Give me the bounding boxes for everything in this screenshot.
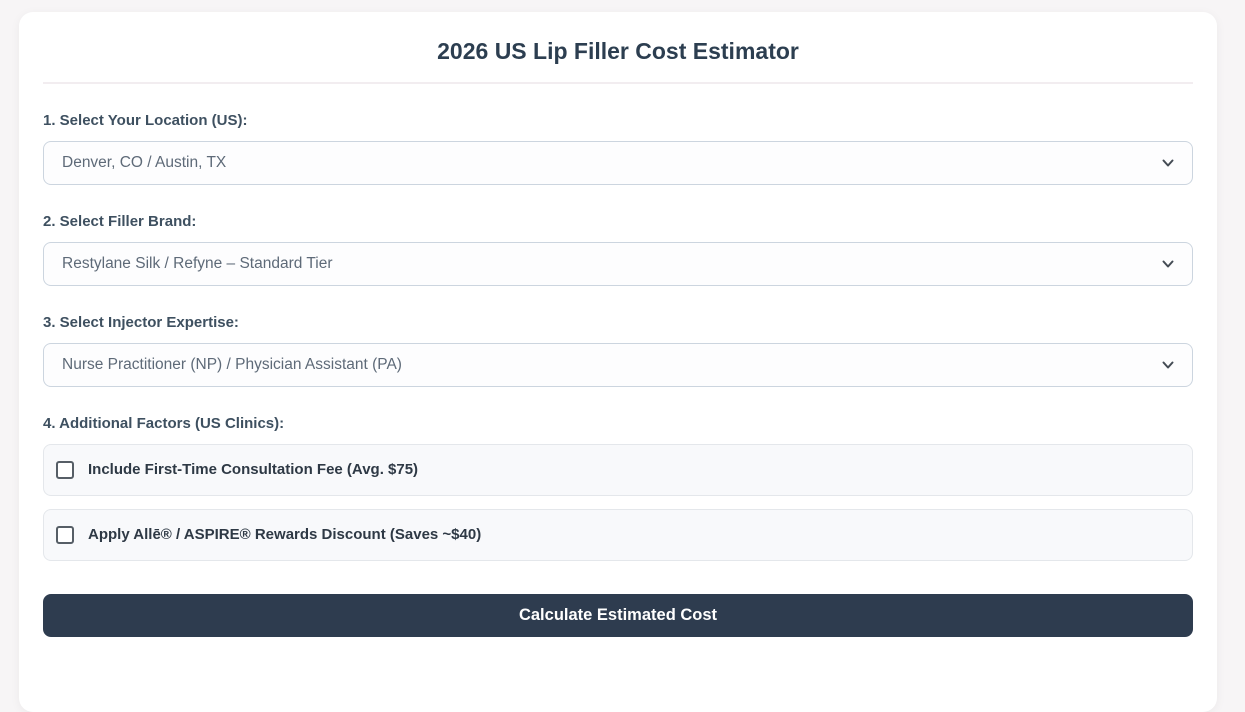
- location-label: 1. Select Your Location (US):: [43, 111, 248, 129]
- chevron-down-icon: [1160, 256, 1176, 272]
- filler-brand-select[interactable]: Restylane Silk / Refyne – Standard Tier: [43, 241, 1193, 286]
- calculate-cost-button[interactable]: Calculate Estimated Cost: [43, 593, 1193, 637]
- rewards-discount-checkbox[interactable]: [56, 525, 74, 544]
- cost-estimator-card: 2026 US Lip Filler Cost Estimator 1. Sel…: [19, 12, 1217, 712]
- filler-brand-label: 2. Select Filler Brand:: [43, 212, 197, 230]
- location-select[interactable]: Denver, CO / Austin, TX: [43, 140, 1193, 185]
- filler-brand-select-value: Restylane Silk / Refyne – Standard Tier: [62, 254, 333, 272]
- location-select-value: Denver, CO / Austin, TX: [62, 153, 227, 171]
- injector-expertise-select[interactable]: Nurse Practitioner (NP) / Physician Assi…: [43, 342, 1193, 387]
- rewards-discount-row: Apply Allē® / ASPIRE® Rewards Discount (…: [43, 508, 1193, 561]
- injector-expertise-select-value: Nurse Practitioner (NP) / Physician Assi…: [62, 355, 402, 373]
- injector-expertise-label: 3. Select Injector Expertise:: [43, 313, 239, 331]
- chevron-down-icon: [1160, 155, 1176, 171]
- title-divider: [43, 81, 1193, 84]
- consultation-fee-label[interactable]: Include First-Time Consultation Fee (Avg…: [88, 461, 419, 479]
- rewards-discount-label[interactable]: Apply Allē® / ASPIRE® Rewards Discount (…: [88, 526, 482, 544]
- chevron-down-icon: [1160, 357, 1176, 373]
- page-title: 2026 US Lip Filler Cost Estimator: [437, 38, 799, 64]
- additional-factors-label: 4. Additional Factors (US Clinics):: [43, 414, 285, 432]
- consultation-fee-checkbox[interactable]: [56, 460, 74, 479]
- consultation-fee-row: Include First-Time Consultation Fee (Avg…: [43, 443, 1193, 496]
